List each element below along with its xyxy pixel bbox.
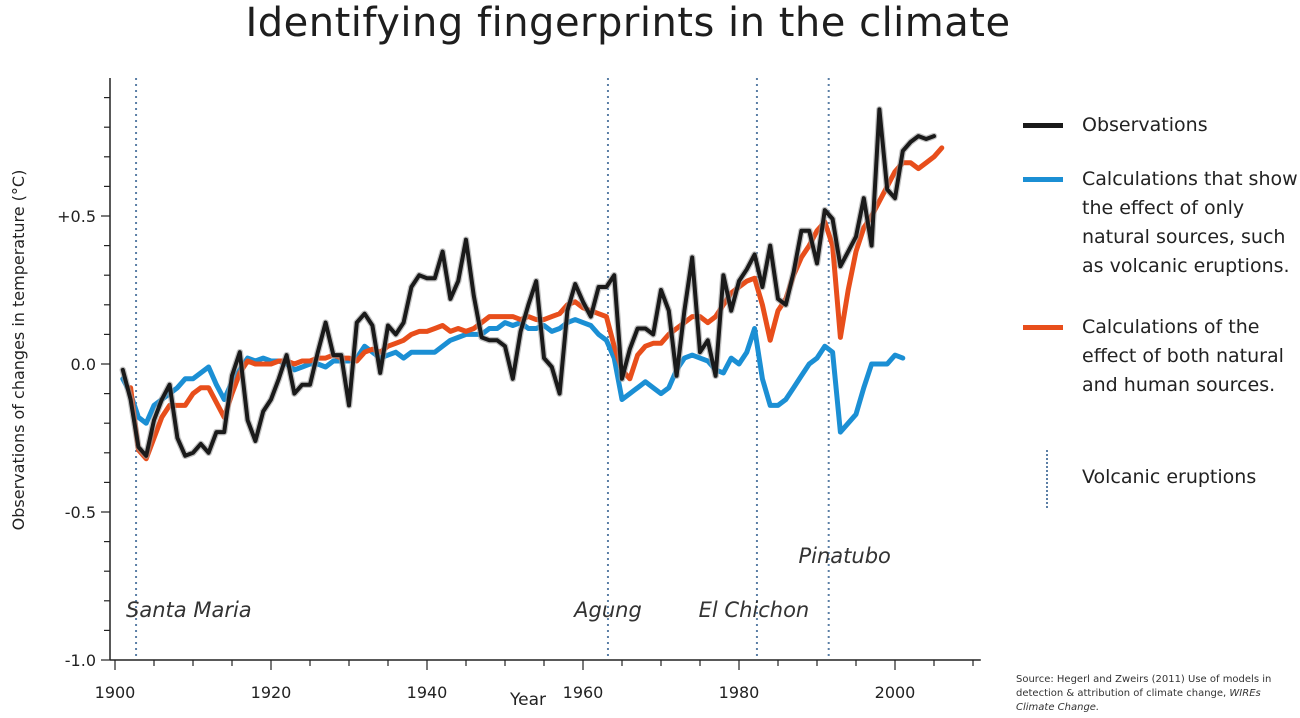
y-tick-label: -0.5 [65,503,96,522]
legend-label-volcanic: Volcanic eruptions [1082,466,1257,488]
x-tick-label: 1900 [95,683,136,702]
source-text: Source: Hegerl and Zweirs (2011) Use of … [1016,674,1272,699]
natural-human-line [128,145,945,462]
x-tick-label: 1940 [407,683,448,702]
chart-title: Identifying fingerprints in the climate [245,0,1011,46]
legend-swatch-volcanic [1046,450,1048,508]
series-lines [119,106,945,462]
source-journal: WIREs Climate Change. [1016,688,1261,713]
x-tick-label: 1980 [719,683,760,702]
eruption-label-agung: Agung [572,598,642,622]
eruption-labels: Santa Maria Agung El Chichon Pinatubo [126,544,891,622]
eruption-guides [135,78,830,660]
legend-swatch-observations [1023,123,1063,128]
legend-label-observations: Observations [1082,114,1208,136]
eruption-label-pinatubo: Pinatubo [798,544,890,568]
source-note: Source: Hegerl and Zweirs (2011) Use of … [1016,673,1300,715]
y-axis-label: Observations of changes in temperature (… [9,170,28,531]
eruption-label-santa-maria: Santa Maria [126,598,252,622]
x-tick-label: 1960 [563,683,604,702]
axes: +0.5 0.0 -0.5 -1.0 1900 1920 1940 1960 1980 2000 [57,78,981,702]
x-tick-label: 2000 [875,683,916,702]
legend-swatch-natural [1023,177,1063,182]
observations-line [120,107,936,458]
x-axis-label: Year [509,690,546,710]
natural-sources-line [120,317,906,435]
legend-label-natural: Calculations that show the effect of onl… [1082,168,1298,277]
y-tick-label: 0.0 [71,355,96,374]
x-tick-label: 1920 [251,683,292,702]
y-tick-label: +0.5 [57,207,96,226]
legend-label-natural-human: Calculations of the effect of both natur… [1082,316,1284,396]
eruption-label-el-chichon: El Chichon [699,598,810,622]
legend-swatch-natural-human [1023,325,1063,330]
y-tick-label: -1.0 [65,651,96,670]
